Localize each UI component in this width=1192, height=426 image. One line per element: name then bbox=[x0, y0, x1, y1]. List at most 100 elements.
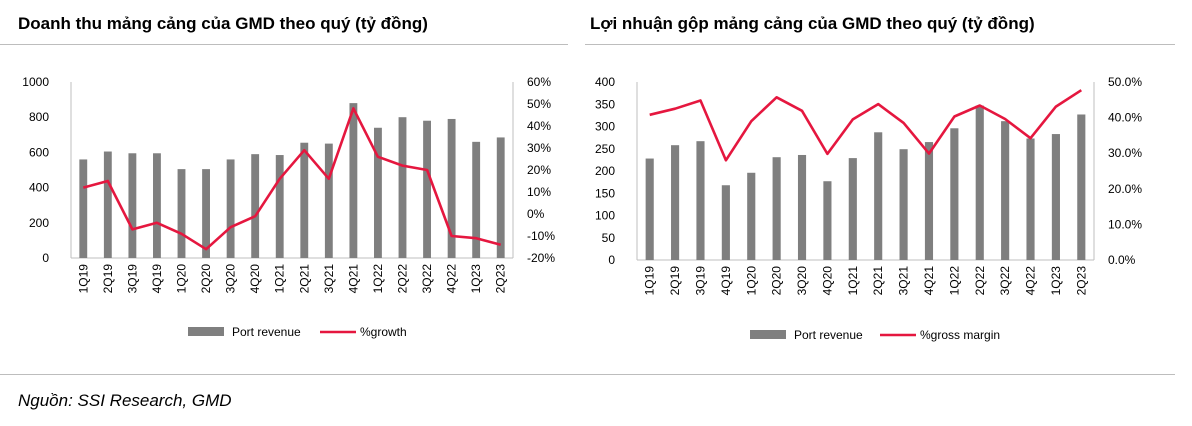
right-y-tick-label: 10.0% bbox=[1108, 217, 1142, 231]
left-y-tick-label: 400 bbox=[29, 181, 49, 195]
right-y-tick-label: 50% bbox=[527, 97, 551, 111]
legend-line-label: %gross margin bbox=[920, 328, 1000, 342]
revenue-bar bbox=[823, 181, 832, 260]
revenue-bar bbox=[747, 172, 756, 260]
revenue-bar bbox=[300, 142, 309, 258]
x-tick-label: 3Q21 bbox=[897, 266, 911, 296]
x-tick-label: 3Q21 bbox=[322, 264, 336, 294]
left-y-tick-label: 200 bbox=[595, 164, 615, 178]
revenue-bar bbox=[177, 169, 186, 258]
left-chart-title: Doanh thu mảng cảng của GMD theo quý (tỷ… bbox=[18, 14, 428, 33]
revenue-bar bbox=[696, 141, 705, 260]
x-tick-label: 2Q23 bbox=[1074, 266, 1088, 296]
x-tick-label: 1Q21 bbox=[273, 264, 287, 294]
revenue-bar bbox=[349, 103, 358, 258]
revenue-bar bbox=[226, 159, 235, 258]
revenue-bar bbox=[275, 155, 284, 258]
revenue-bar bbox=[1077, 114, 1086, 260]
left-y-tick-label: 200 bbox=[29, 216, 49, 230]
x-tick-label: 2Q21 bbox=[297, 264, 311, 294]
right-y-tick-label: 60% bbox=[527, 75, 551, 89]
x-tick-label: 1Q20 bbox=[175, 264, 189, 294]
revenue-bar bbox=[153, 153, 161, 258]
revenue-bar bbox=[1001, 121, 1010, 260]
right-y-tick-label: 20.0% bbox=[1108, 182, 1142, 196]
x-tick-label: 2Q19 bbox=[668, 266, 682, 296]
revenue-bar bbox=[950, 128, 959, 260]
x-tick-label: 4Q22 bbox=[445, 264, 459, 294]
x-tick-label: 2Q20 bbox=[770, 266, 784, 296]
right-y-tick-label: 20% bbox=[527, 163, 551, 177]
x-tick-label: 4Q20 bbox=[820, 266, 834, 296]
revenue-bar bbox=[128, 153, 137, 258]
gross-profit-chart: 0 50 100 150 200 250 300 350 400 0.0% 10.0% 20.0% 30… bbox=[595, 75, 1142, 342]
legend-bar-label: Port revenue bbox=[794, 328, 863, 342]
revenue-bar bbox=[671, 145, 680, 260]
left-y-tick-label: 800 bbox=[29, 110, 49, 124]
revenue-bar bbox=[797, 154, 807, 260]
revenue-bar bbox=[447, 118, 456, 259]
source-note: Nguồn: SSI Research, GMD bbox=[18, 391, 232, 410]
x-tick-label: 4Q21 bbox=[346, 264, 360, 294]
revenue-bar bbox=[924, 142, 934, 260]
right-y-tick-label: 40.0% bbox=[1108, 111, 1142, 125]
x-tick-label: 2Q21 bbox=[871, 266, 885, 296]
revenue-bar bbox=[398, 117, 407, 258]
source-rule bbox=[0, 374, 1175, 375]
left-y-tick-label: 400 bbox=[595, 75, 615, 89]
right-y-tick-label: -20% bbox=[527, 251, 555, 265]
x-tick-label: 3Q20 bbox=[795, 266, 809, 296]
x-tick-label: 4Q22 bbox=[1024, 266, 1038, 296]
x-tick-label: 2Q20 bbox=[199, 264, 213, 294]
left-y-tick-label: 50 bbox=[602, 231, 616, 245]
revenue-bar bbox=[423, 120, 431, 258]
x-tick-label: 3Q20 bbox=[224, 264, 238, 294]
revenue-bar bbox=[202, 169, 210, 258]
right-y-tick-label: 0.0% bbox=[1108, 253, 1136, 267]
growth-line bbox=[649, 89, 1083, 162]
revenue-bar bbox=[1026, 138, 1035, 260]
left-y-tick-label: 0 bbox=[608, 253, 615, 267]
revenue-bar bbox=[874, 132, 883, 260]
revenue-bar bbox=[79, 159, 88, 258]
x-tick-label: 2Q22 bbox=[973, 266, 987, 296]
right-y-tick-label: 10% bbox=[527, 185, 551, 199]
revenue-bar bbox=[975, 105, 984, 261]
revenue-bar bbox=[772, 157, 781, 260]
left-y-tick-label: 350 bbox=[595, 97, 615, 111]
right-y-tick-label: 30.0% bbox=[1108, 146, 1142, 160]
legend-bar-label: Port revenue bbox=[232, 325, 301, 339]
x-tick-label: 4Q20 bbox=[248, 264, 262, 294]
x-tick-label: 2Q23 bbox=[494, 264, 508, 294]
x-tick-label: 4Q19 bbox=[150, 264, 164, 294]
x-tick-label: 1Q22 bbox=[947, 266, 961, 296]
right-y-tick-label: 40% bbox=[527, 119, 551, 133]
x-tick-label: 1Q19 bbox=[76, 264, 90, 294]
right-y-tick-label: 0% bbox=[527, 207, 545, 221]
growth-line bbox=[82, 107, 502, 251]
legend-line-label: %growth bbox=[360, 325, 407, 339]
revenue-bar bbox=[324, 143, 333, 258]
revenue-bar bbox=[496, 137, 505, 258]
x-tick-label: 3Q19 bbox=[693, 266, 707, 296]
x-tick-label: 1Q23 bbox=[1049, 266, 1063, 296]
revenue-bar bbox=[251, 154, 260, 258]
x-tick-label: 4Q19 bbox=[719, 266, 733, 296]
x-tick-label: 3Q22 bbox=[420, 264, 434, 294]
revenue-bar bbox=[472, 141, 481, 258]
legend-bar-swatch bbox=[750, 330, 786, 339]
left-y-tick-label: 600 bbox=[29, 145, 49, 159]
revenue-bar bbox=[721, 185, 730, 260]
right-y-tick-label: -10% bbox=[527, 229, 555, 243]
right-chart-title: Lợi nhuận gộp mảng cảng của GMD theo quý… bbox=[590, 14, 1035, 33]
revenue-chart: 0 200 400 600 800 1000 -20% -10% 0% 10% 20% 30% 40% 5… bbox=[22, 75, 555, 339]
x-tick-label: 1Q19 bbox=[643, 266, 657, 296]
left-y-tick-label: 1000 bbox=[22, 75, 49, 89]
revenue-bar bbox=[103, 151, 112, 258]
revenue-bar bbox=[848, 158, 857, 260]
left-y-tick-label: 250 bbox=[595, 142, 615, 156]
x-tick-label: 2Q19 bbox=[101, 264, 115, 294]
x-tick-label: 3Q19 bbox=[125, 264, 139, 294]
x-tick-label: 1Q21 bbox=[846, 266, 860, 296]
legend-bar-swatch bbox=[188, 327, 224, 336]
